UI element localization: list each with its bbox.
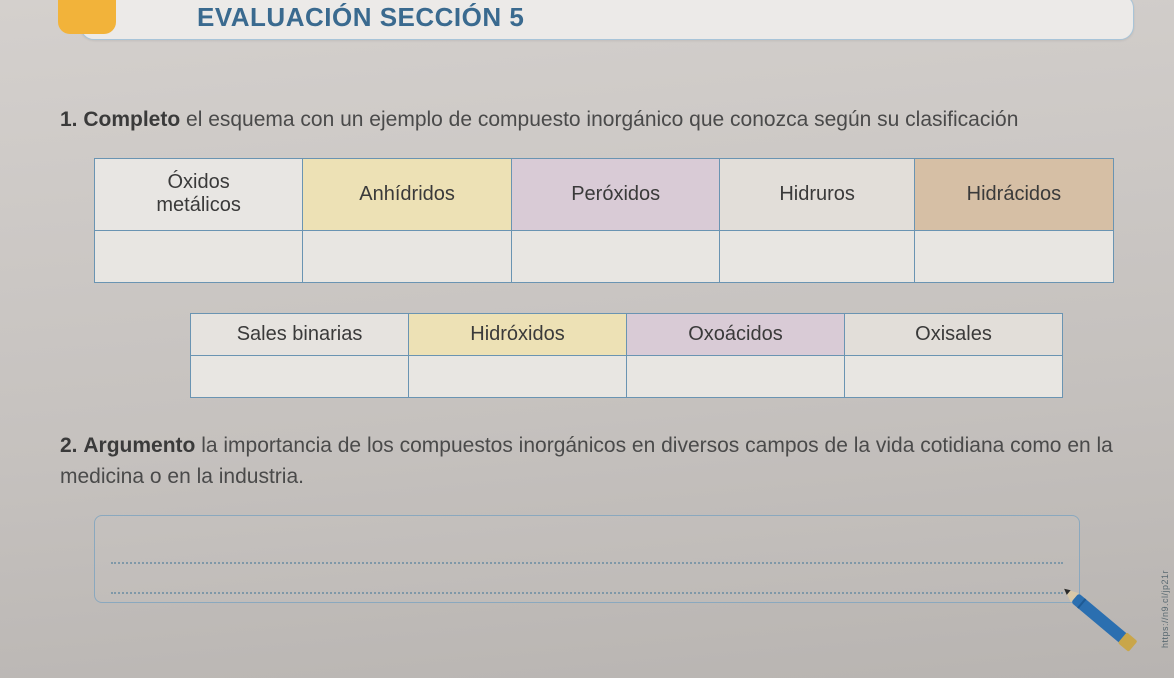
table-header-label: Hidrácidos	[967, 183, 1061, 205]
table-cell[interactable]	[720, 230, 914, 282]
table-cell[interactable]	[627, 355, 845, 397]
table-header-label: Hidruros	[779, 183, 855, 205]
table-header-label: Anhídridos	[359, 183, 455, 205]
question-2-rest: la importancia de los compuestos inorgán…	[60, 434, 1113, 489]
question-1-text: 1. Completo el esquema con un ejemplo de…	[60, 104, 1114, 136]
question-2-verb: Argumento	[83, 434, 195, 457]
page-title: EVALUACIÓN SECCIÓN 5	[197, 2, 524, 33]
table-header-cell: Hidróxidos	[409, 313, 627, 355]
table-row	[95, 230, 1114, 282]
header-badge	[58, 0, 116, 34]
answer-line	[111, 534, 1063, 564]
table-header-cell: Óxidosmetálicos	[95, 158, 303, 230]
side-url: https://n9.cl/jp21r	[1160, 570, 1170, 648]
table-cell[interactable]	[409, 355, 627, 397]
table-header-label: Sales binarias	[237, 323, 363, 345]
question-1-number: 1.	[60, 108, 78, 131]
table-header-label: Peróxidos	[571, 183, 660, 205]
question-2-number: 2.	[60, 434, 78, 457]
table-header-cell: Anhídridos	[303, 158, 512, 230]
table-header-cell: Oxoácidos	[627, 313, 845, 355]
answer-box[interactable]	[94, 515, 1080, 603]
table-cell[interactable]	[303, 230, 512, 282]
table-header-cell: Peróxidos	[511, 158, 719, 230]
table-header-cell: Hidruros	[720, 158, 914, 230]
table-cell[interactable]	[95, 230, 303, 282]
table-header-cell: Oxisales	[845, 313, 1063, 355]
table-row: Sales binarias Hidróxidos Oxoácidos Oxis…	[191, 313, 1063, 355]
classification-table-1: Óxidosmetálicos Anhídridos Peróxidos Hid…	[94, 158, 1114, 283]
content-area: 1. Completo el esquema con un ejemplo de…	[0, 0, 1174, 603]
question-2: 2. Argumento la importancia de los compu…	[60, 430, 1114, 493]
table-cell[interactable]	[845, 355, 1063, 397]
table-row: Óxidosmetálicos Anhídridos Peróxidos Hid…	[95, 158, 1114, 230]
header-band: EVALUACIÓN SECCIÓN 5	[80, 0, 1134, 40]
table-row	[191, 355, 1063, 397]
table-header-label: Oxoácidos	[688, 323, 783, 345]
question-1-rest: el esquema con un ejemplo de compuesto i…	[180, 108, 1018, 131]
table-cell[interactable]	[191, 355, 409, 397]
question-2-text: 2. Argumento la importancia de los compu…	[60, 430, 1114, 493]
question-1-verb: Completo	[83, 108, 180, 131]
table-header-cell: Hidrácidos	[914, 158, 1113, 230]
table-header-cell: Sales binarias	[191, 313, 409, 355]
classification-table-2: Sales binarias Hidróxidos Oxoácidos Oxis…	[190, 313, 1063, 398]
table-header-label: Oxisales	[915, 323, 992, 345]
table-header-label: Hidróxidos	[470, 323, 564, 345]
answer-line	[111, 564, 1063, 594]
table-header-label: Óxidosmetálicos	[156, 171, 240, 216]
table-cell[interactable]	[511, 230, 719, 282]
table-cell[interactable]	[914, 230, 1113, 282]
question-1: 1. Completo el esquema con un ejemplo de…	[60, 104, 1114, 136]
